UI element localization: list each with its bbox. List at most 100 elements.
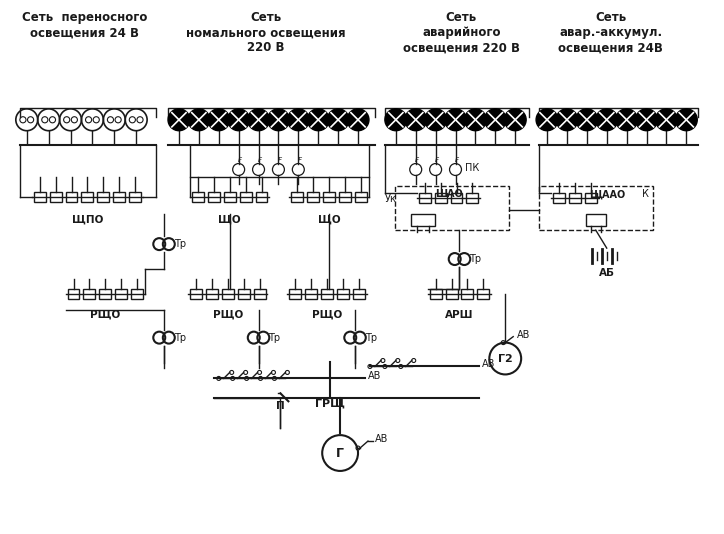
Text: Г: Г [336, 446, 344, 460]
Circle shape [484, 109, 506, 131]
Text: ЩПО: ЩПО [72, 214, 103, 224]
Circle shape [208, 109, 230, 131]
Bar [477, 289, 489, 299]
Bar [355, 192, 367, 202]
Circle shape [168, 109, 190, 131]
Bar [113, 192, 125, 202]
Bar [353, 289, 365, 299]
Circle shape [445, 109, 466, 131]
Bar [66, 192, 77, 202]
Text: F: F [434, 156, 439, 162]
Bar [192, 192, 204, 202]
Bar [429, 289, 442, 299]
Circle shape [636, 109, 657, 131]
Text: АВ: АВ [517, 329, 531, 340]
Bar [237, 289, 250, 299]
Text: F: F [415, 156, 418, 162]
Text: Ук: Ук [385, 194, 397, 205]
Bar [208, 192, 220, 202]
Circle shape [504, 109, 526, 131]
Text: Тр: Тр [269, 333, 281, 343]
Text: АВ: АВ [368, 372, 382, 381]
Bar [50, 192, 62, 202]
Text: Сеть
авар.-аккумул.
освещения 24В: Сеть авар.-аккумул. освещения 24В [558, 11, 663, 54]
Text: РЩО: РЩО [90, 310, 120, 320]
Circle shape [655, 109, 678, 131]
Text: К: К [641, 190, 649, 199]
Bar [321, 289, 333, 299]
Bar [585, 193, 597, 203]
Bar [569, 193, 581, 203]
Circle shape [536, 109, 558, 131]
Text: ЩААО: ЩААО [589, 190, 625, 199]
Text: Тр: Тр [174, 333, 186, 343]
Circle shape [405, 109, 426, 131]
Text: F: F [277, 156, 282, 162]
Circle shape [188, 109, 210, 131]
Circle shape [675, 109, 697, 131]
Bar [67, 289, 80, 299]
Bar [99, 289, 111, 299]
Text: Тр: Тр [365, 333, 377, 343]
Bar [337, 289, 349, 299]
Bar [131, 289, 143, 299]
Circle shape [267, 109, 290, 131]
Bar [190, 289, 202, 299]
Circle shape [248, 109, 269, 131]
Bar [339, 192, 351, 202]
Bar [466, 193, 479, 203]
Text: F: F [298, 156, 301, 162]
Text: П: П [276, 401, 285, 411]
Text: ЩО: ЩО [318, 214, 340, 224]
Bar [291, 192, 303, 202]
Bar [253, 289, 266, 299]
Text: Сеть
номального освещения
220 В: Сеть номального освещения 220 В [185, 11, 345, 54]
Circle shape [425, 109, 447, 131]
Circle shape [465, 109, 487, 131]
Bar [586, 214, 606, 226]
Bar [240, 192, 251, 202]
Bar [222, 289, 234, 299]
Text: F: F [237, 156, 242, 162]
Text: F: F [258, 156, 261, 162]
Bar [129, 192, 141, 202]
Bar [34, 192, 46, 202]
Text: РЩО: РЩО [213, 310, 243, 320]
Circle shape [287, 109, 309, 131]
Circle shape [615, 109, 638, 131]
Bar [323, 192, 335, 202]
Bar [553, 193, 565, 203]
Circle shape [576, 109, 598, 131]
Text: Сеть  переносного
освещения 24 В: Сеть переносного освещения 24 В [22, 11, 147, 40]
Text: АБ: АБ [599, 268, 615, 278]
Text: АВ: АВ [482, 359, 496, 370]
Bar [411, 214, 434, 226]
Bar [450, 193, 463, 203]
Circle shape [347, 109, 369, 131]
Bar [256, 192, 267, 202]
Bar [445, 289, 458, 299]
Bar [434, 193, 447, 203]
Bar [82, 192, 93, 202]
Bar [206, 289, 218, 299]
Text: РЩО: РЩО [312, 310, 342, 320]
Bar [307, 192, 319, 202]
Bar [461, 289, 473, 299]
Circle shape [556, 109, 578, 131]
Text: АРШ: АРШ [445, 310, 473, 320]
Circle shape [596, 109, 618, 131]
Text: ГРЩ: ГРЩ [315, 398, 345, 409]
Bar [224, 192, 235, 202]
Text: ШАО: ШАО [434, 190, 463, 199]
Text: АВ: АВ [375, 434, 388, 444]
Circle shape [228, 109, 250, 131]
Bar [306, 289, 317, 299]
Bar [83, 289, 96, 299]
Text: ЩО: ЩО [219, 214, 241, 224]
Circle shape [327, 109, 349, 131]
Bar [395, 186, 509, 230]
Circle shape [385, 109, 407, 131]
Bar [539, 186, 654, 230]
Bar [290, 289, 301, 299]
Bar [115, 289, 127, 299]
